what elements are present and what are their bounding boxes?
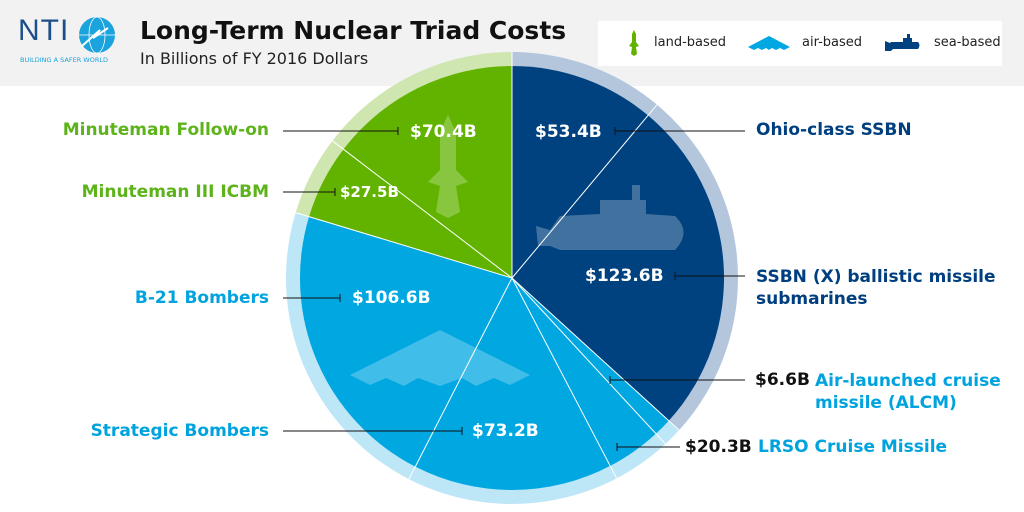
value-ohio: $53.4B <box>535 122 602 142</box>
value-alcm-outside: $6.6B <box>755 370 810 390</box>
label-ohio: Ohio-class SSBN <box>756 120 912 140</box>
pie-slice-4 <box>415 278 611 490</box>
pie-slice-3 <box>512 278 656 466</box>
submarine-icon <box>536 185 684 250</box>
missile-icon <box>629 30 639 56</box>
value-b21: $106.6B <box>352 288 431 308</box>
label-lrso: LRSO Cruise Missile <box>758 437 948 457</box>
slice-divider <box>408 277 513 480</box>
value-minuteman-follow-on: $70.4B <box>410 122 477 142</box>
legend-land: land-based <box>654 35 727 50</box>
label-b21: B-21 Bombers <box>134 288 269 308</box>
pie-slice-6 <box>309 149 512 278</box>
label-strategic-bombers: Strategic Bombers <box>90 421 269 441</box>
bomber-icon <box>350 330 530 386</box>
logo-text: NTI <box>18 14 70 47</box>
legend: land-based air-based sea-based <box>598 21 1002 66</box>
logo-tagline: BUILDING A SAFER WORLD <box>20 56 108 64</box>
pie-slice-0 <box>512 66 649 278</box>
page-title: Long-Term Nuclear Triad Costs <box>140 16 567 45</box>
slice-divider <box>511 277 666 445</box>
globe-icon <box>79 16 115 54</box>
slice-divider <box>332 140 513 279</box>
pie-slice-7 <box>343 66 512 278</box>
bomber-icon <box>748 36 790 50</box>
nti-logo: NTI BUILDING A SAFER WORLD <box>18 14 118 70</box>
slice-divider <box>511 277 618 479</box>
label-ssbnx: SSBN (X) ballistic missile submarines <box>756 267 996 309</box>
pie-slice-1 <box>512 115 724 421</box>
label-alcm: Air-launched cruise missile (ALCM) <box>815 371 1001 413</box>
label-minuteman-iii: Minuteman III ICBM <box>81 182 269 202</box>
page-subtitle: In Billions of FY 2016 Dollars <box>140 49 369 68</box>
slice-divider <box>295 212 513 279</box>
value-ssbnx: $123.6B <box>585 266 664 286</box>
slice-divider <box>511 104 658 279</box>
value-strategic-bombers: $73.2B <box>472 421 539 441</box>
pie-slice-5 <box>300 216 512 467</box>
submarine-icon <box>885 34 920 51</box>
value-minuteman-iii: $27.5B <box>340 183 399 201</box>
missile-icon <box>428 115 468 218</box>
legend-sea: sea-based <box>934 35 1001 50</box>
label-minuteman-follow-on: Minuteman Follow-on <box>62 120 269 140</box>
value-lrso-outside: $20.3B <box>685 437 752 457</box>
legend-air: air-based <box>802 35 863 50</box>
pie-slice-2 <box>512 278 669 434</box>
slice-divider <box>511 277 680 431</box>
